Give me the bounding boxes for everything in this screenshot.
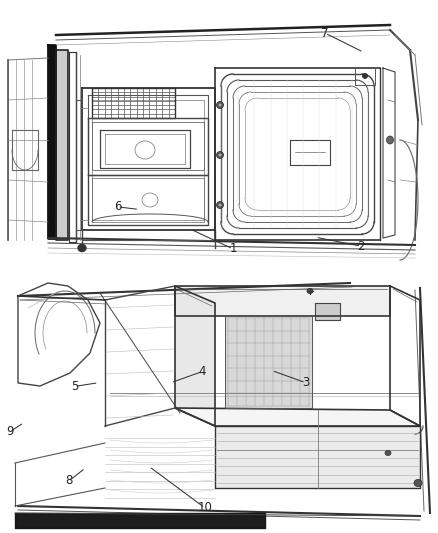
Text: 8: 8 (66, 474, 73, 487)
Ellipse shape (219, 204, 222, 206)
Ellipse shape (385, 450, 391, 456)
Polygon shape (315, 303, 340, 320)
Polygon shape (215, 426, 420, 488)
Ellipse shape (219, 103, 222, 107)
Text: 5: 5 (71, 380, 78, 393)
Ellipse shape (219, 154, 222, 157)
Polygon shape (175, 286, 215, 426)
Ellipse shape (307, 288, 313, 294)
Ellipse shape (216, 151, 223, 158)
Text: 3: 3 (302, 376, 309, 389)
Text: 7: 7 (321, 27, 329, 39)
Ellipse shape (414, 480, 422, 487)
Text: 1: 1 (229, 243, 237, 255)
Polygon shape (225, 316, 312, 408)
Polygon shape (48, 45, 55, 238)
Ellipse shape (363, 74, 367, 78)
Ellipse shape (78, 245, 86, 252)
Polygon shape (175, 408, 420, 426)
Text: 6: 6 (113, 200, 121, 213)
Text: 9: 9 (6, 425, 14, 438)
Ellipse shape (386, 136, 393, 144)
Text: 2: 2 (357, 240, 365, 253)
Ellipse shape (216, 101, 223, 109)
Polygon shape (56, 50, 68, 240)
Text: 10: 10 (198, 502, 212, 514)
Ellipse shape (216, 201, 223, 208)
Text: 4: 4 (198, 365, 206, 378)
Polygon shape (175, 286, 390, 316)
